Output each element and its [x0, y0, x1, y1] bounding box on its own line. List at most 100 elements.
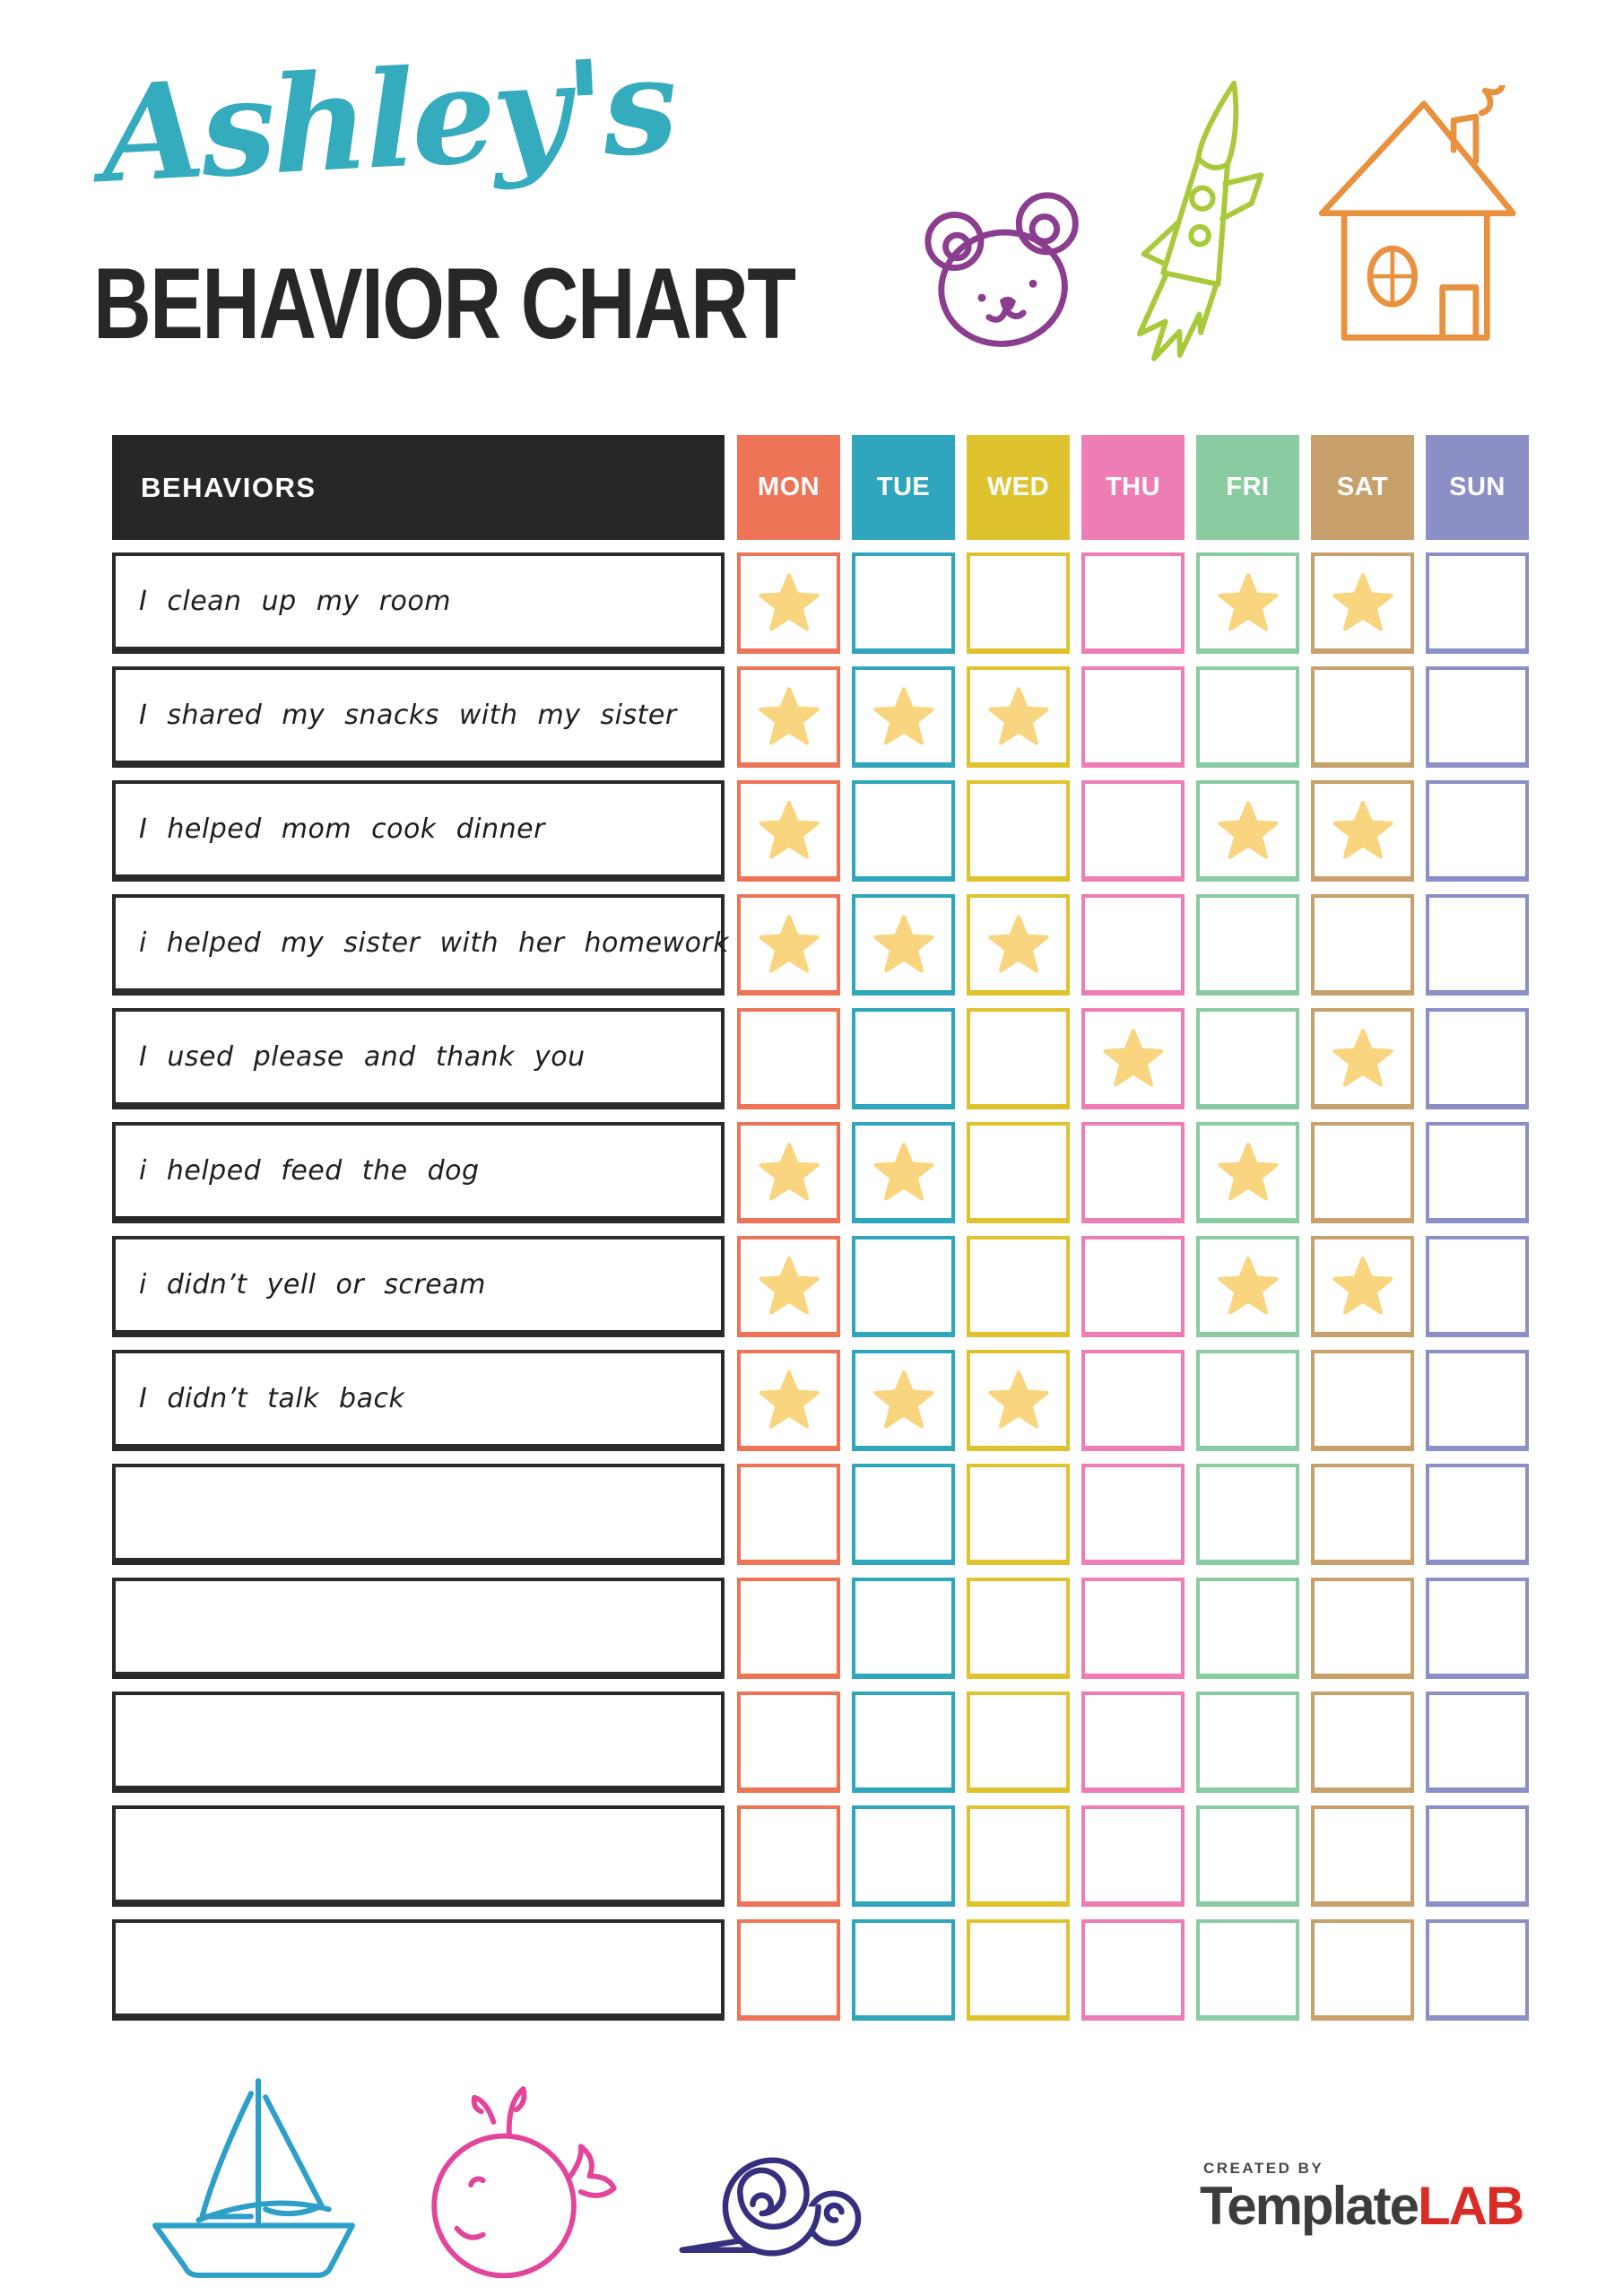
day-cell-mon[interactable] [737, 1805, 840, 1907]
day-cell-sun[interactable] [1426, 1464, 1529, 1565]
day-cell-mon[interactable] [737, 780, 840, 882]
day-cell-sun[interactable] [1426, 666, 1529, 768]
day-cell-tue[interactable] [852, 1919, 955, 2021]
day-cell-sat[interactable] [1311, 1692, 1414, 1793]
day-cell-fri[interactable] [1196, 780, 1299, 882]
day-cell-sat[interactable] [1311, 666, 1414, 768]
day-cell-mon[interactable] [737, 1236, 840, 1337]
day-cell-fri[interactable] [1196, 666, 1299, 768]
day-cell-thu[interactable] [1081, 552, 1185, 654]
day-cell-wed[interactable] [967, 1350, 1070, 1451]
day-cell-sat[interactable] [1311, 894, 1414, 996]
day-cell-fri[interactable] [1196, 1805, 1299, 1907]
day-cell-wed[interactable] [967, 666, 1070, 768]
day-cell-thu[interactable] [1081, 1350, 1185, 1451]
behavior-label[interactable]: i helped feed the dog [112, 1122, 725, 1223]
day-cell-wed[interactable] [967, 894, 1070, 996]
day-cell-tue[interactable] [852, 780, 955, 882]
day-cell-wed[interactable] [967, 1008, 1070, 1109]
day-cell-sun[interactable] [1426, 1692, 1529, 1793]
day-cell-wed[interactable] [967, 1236, 1070, 1337]
day-cell-thu[interactable] [1081, 1122, 1185, 1223]
day-cell-thu[interactable] [1081, 780, 1185, 882]
day-cell-thu[interactable] [1081, 1692, 1185, 1793]
day-cell-tue[interactable] [852, 1692, 955, 1793]
day-cell-sat[interactable] [1311, 780, 1414, 882]
day-cell-mon[interactable] [737, 1122, 840, 1223]
day-cell-fri[interactable] [1196, 552, 1299, 654]
day-cell-sat[interactable] [1311, 1122, 1414, 1223]
day-cell-thu[interactable] [1081, 894, 1185, 996]
day-cell-thu[interactable] [1081, 1236, 1185, 1337]
day-cell-mon[interactable] [737, 1578, 840, 1679]
day-cell-sat[interactable] [1311, 552, 1414, 654]
behavior-label[interactable] [112, 1805, 725, 1907]
day-cell-mon[interactable] [737, 1692, 840, 1793]
behavior-label[interactable]: I shared my snacks with my sister [112, 666, 725, 768]
day-cell-sat[interactable] [1311, 1008, 1414, 1109]
day-cell-mon[interactable] [737, 1464, 840, 1565]
behavior-label[interactable] [112, 1919, 725, 2021]
day-cell-tue[interactable] [852, 552, 955, 654]
behavior-label[interactable] [112, 1464, 725, 1565]
day-cell-mon[interactable] [737, 666, 840, 768]
behavior-label[interactable] [112, 1578, 725, 1679]
behavior-label[interactable]: i didn’t yell or scream [112, 1236, 725, 1337]
day-cell-fri[interactable] [1196, 1350, 1299, 1451]
day-cell-thu[interactable] [1081, 1919, 1185, 2021]
day-cell-sun[interactable] [1426, 1350, 1529, 1451]
day-cell-tue[interactable] [852, 1350, 955, 1451]
behavior-label[interactable]: I didn’t talk back [112, 1350, 725, 1451]
day-cell-tue[interactable] [852, 1578, 955, 1679]
day-cell-wed[interactable] [967, 1122, 1070, 1223]
day-cell-sun[interactable] [1426, 1578, 1529, 1679]
day-cell-sun[interactable] [1426, 1805, 1529, 1907]
day-cell-fri[interactable] [1196, 1578, 1299, 1679]
day-cell-tue[interactable] [852, 894, 955, 996]
day-cell-thu[interactable] [1081, 666, 1185, 768]
day-cell-wed[interactable] [967, 1692, 1070, 1793]
day-cell-wed[interactable] [967, 1919, 1070, 2021]
day-cell-fri[interactable] [1196, 1919, 1299, 2021]
behavior-label[interactable] [112, 1692, 725, 1793]
day-cell-wed[interactable] [967, 1578, 1070, 1679]
day-cell-mon[interactable] [737, 1919, 840, 2021]
day-cell-sat[interactable] [1311, 1805, 1414, 1907]
behavior-label[interactable]: i helped my sister with her homework [112, 894, 729, 996]
day-cell-mon[interactable] [737, 894, 840, 996]
day-cell-sun[interactable] [1426, 1236, 1529, 1337]
day-cell-tue[interactable] [852, 1236, 955, 1337]
day-cell-tue[interactable] [852, 1122, 955, 1223]
day-cell-fri[interactable] [1196, 1464, 1299, 1565]
day-cell-thu[interactable] [1081, 1008, 1185, 1109]
day-cell-thu[interactable] [1081, 1805, 1185, 1907]
day-cell-tue[interactable] [852, 1805, 955, 1907]
day-cell-wed[interactable] [967, 780, 1070, 882]
day-cell-sun[interactable] [1426, 780, 1529, 882]
day-cell-fri[interactable] [1196, 894, 1299, 996]
day-cell-thu[interactable] [1081, 1464, 1185, 1565]
day-cell-sat[interactable] [1311, 1919, 1414, 2021]
day-cell-sat[interactable] [1311, 1578, 1414, 1679]
day-cell-wed[interactable] [967, 1464, 1070, 1565]
day-cell-sat[interactable] [1311, 1350, 1414, 1451]
behavior-label[interactable]: I used please and thank you [112, 1008, 725, 1109]
behavior-label[interactable]: I clean up my room [112, 552, 725, 654]
day-cell-sun[interactable] [1426, 1919, 1529, 2021]
day-cell-mon[interactable] [737, 1350, 840, 1451]
day-cell-tue[interactable] [852, 1008, 955, 1109]
day-cell-sat[interactable] [1311, 1236, 1414, 1337]
day-cell-mon[interactable] [737, 552, 840, 654]
day-cell-sun[interactable] [1426, 552, 1529, 654]
day-cell-sat[interactable] [1311, 1464, 1414, 1565]
day-cell-tue[interactable] [852, 666, 955, 768]
day-cell-wed[interactable] [967, 1805, 1070, 1907]
day-cell-sun[interactable] [1426, 1122, 1529, 1223]
day-cell-mon[interactable] [737, 1008, 840, 1109]
day-cell-fri[interactable] [1196, 1236, 1299, 1337]
behavior-label[interactable]: I helped mom cook dinner [112, 780, 725, 882]
day-cell-thu[interactable] [1081, 1578, 1185, 1679]
day-cell-wed[interactable] [967, 552, 1070, 654]
day-cell-sun[interactable] [1426, 894, 1529, 996]
day-cell-tue[interactable] [852, 1464, 955, 1565]
